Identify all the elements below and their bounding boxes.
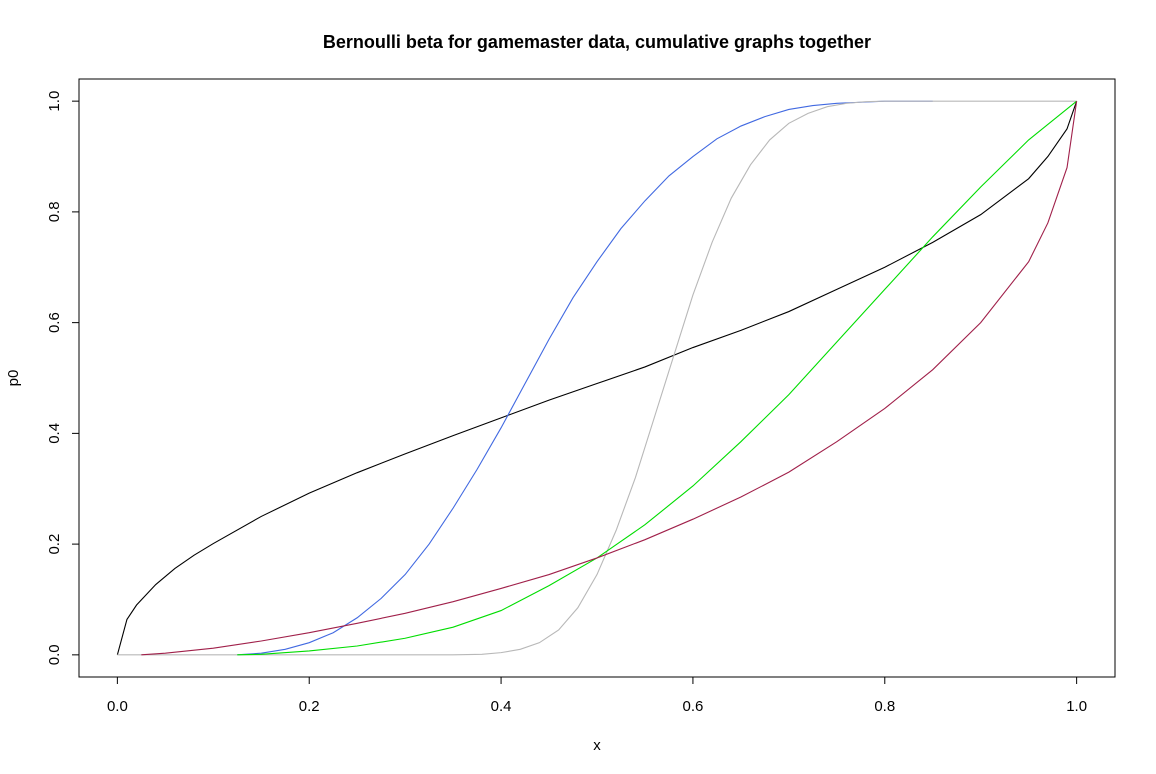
series-line-3 <box>117 100 1077 656</box>
y-axis-label: p0 <box>5 370 22 387</box>
chart-title: Bernoulli beta for gamemaster data, cumu… <box>323 32 871 52</box>
x-tick-label: 0.0 <box>107 698 128 715</box>
y-tick-label: 0.8 <box>46 201 63 222</box>
x-axis: 0.0 0.2 0.4 0.6 0.8 1.0 <box>107 676 1087 715</box>
series-line-4 <box>237 100 1077 656</box>
series-line-5 <box>141 101 1078 656</box>
x-axis-label: x <box>593 737 601 754</box>
x-tick-label: 0.4 <box>491 698 512 715</box>
y-tick-label: 0.6 <box>46 312 63 333</box>
x-tick-label: 0.2 <box>299 698 320 715</box>
series-line-2 <box>237 100 933 656</box>
x-tick-label: 0.6 <box>682 698 703 715</box>
y-tick-label: 0.2 <box>46 534 63 555</box>
y-tick-label: 1.0 <box>46 91 63 112</box>
y-axis: 0.0 0.2 0.4 0.6 0.8 1.0 <box>46 91 80 665</box>
series-line-1 <box>116 100 1078 655</box>
x-tick-label: 1.0 <box>1066 698 1087 715</box>
plot-frame <box>78 78 1116 678</box>
x-tick-label: 0.8 <box>874 698 895 715</box>
y-tick-label: 0.0 <box>46 644 63 665</box>
y-tick-label: 0.4 <box>46 423 63 444</box>
series-layer <box>116 100 1078 656</box>
